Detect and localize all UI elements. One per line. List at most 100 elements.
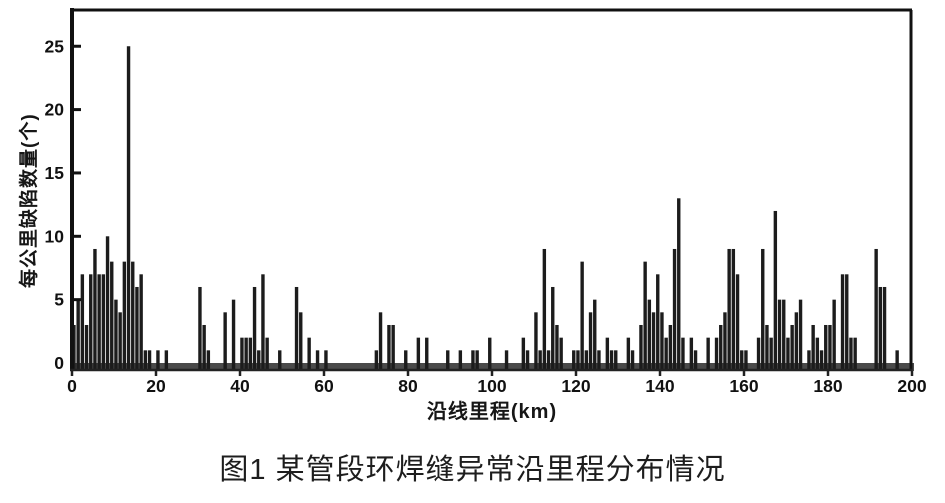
- y-tick-label: 5: [54, 290, 64, 310]
- y-axis-label: 每公里缺陷数量(个): [19, 113, 40, 288]
- x-tick-label: 40: [230, 376, 250, 396]
- bar: [756, 337, 761, 369]
- bar-chart-canvas: 0 5 10 15 20 25 0 20 40 60 80 100 120 140 160 180 200: [45, 8, 927, 396]
- bar: [147, 350, 152, 369]
- bar: [118, 312, 122, 369]
- bar: [849, 337, 853, 369]
- bar: [740, 350, 744, 369]
- bar: [80, 274, 85, 369]
- bar: [828, 324, 832, 369]
- bar: [387, 324, 391, 369]
- bar: [811, 324, 815, 369]
- bar: [475, 350, 479, 369]
- bar: [294, 286, 299, 369]
- bar: [76, 299, 80, 369]
- x-tick-label: 120: [561, 376, 590, 396]
- bar: [265, 337, 269, 369]
- bar: [278, 350, 282, 369]
- bar: [735, 274, 740, 369]
- bar: [853, 337, 857, 369]
- bar: [790, 324, 794, 369]
- bar: [714, 337, 719, 369]
- bar: [248, 337, 253, 369]
- bar: [840, 274, 845, 369]
- bar: [693, 350, 698, 369]
- bar: [135, 286, 139, 369]
- bar: [769, 337, 773, 369]
- bar: [458, 350, 463, 369]
- bar: [89, 274, 93, 369]
- bar: [546, 350, 551, 369]
- bar: [731, 248, 736, 369]
- y-tick-label: 25: [45, 36, 65, 56]
- bar: [765, 324, 769, 369]
- bar: [572, 350, 576, 369]
- bar: [845, 274, 849, 369]
- bar: [597, 350, 601, 369]
- bar: [786, 337, 790, 369]
- y-tick-label: 0: [54, 353, 64, 373]
- bar: [114, 299, 118, 369]
- bar: [761, 248, 765, 369]
- y-tick-label: 10: [45, 226, 65, 246]
- x-axis-band: [70, 363, 914, 371]
- bar: [807, 350, 811, 369]
- bar: [605, 337, 610, 369]
- x-tick-label: 60: [314, 376, 334, 396]
- bar: [882, 286, 887, 369]
- bar: [832, 299, 836, 369]
- bar: [874, 248, 878, 369]
- bar: [660, 312, 664, 369]
- bar: [689, 337, 694, 369]
- bar: [538, 350, 542, 369]
- bar: [723, 312, 727, 369]
- bar: [878, 286, 883, 369]
- bar: [559, 337, 563, 369]
- figure-caption: 图1 某管段环焊缝异常沿里程分布情况: [219, 454, 726, 486]
- bar: [580, 261, 584, 369]
- bar: [164, 350, 169, 369]
- bar: [324, 350, 328, 369]
- bar: [584, 350, 589, 369]
- bar: [257, 350, 261, 369]
- bar: [626, 337, 631, 369]
- bar: [647, 299, 652, 369]
- bar: [555, 324, 559, 369]
- bar: [706, 337, 710, 369]
- bar: [110, 261, 114, 369]
- bar: [416, 337, 421, 369]
- bar: [404, 350, 408, 369]
- bar: [576, 350, 580, 369]
- bar: [777, 299, 782, 369]
- bar: [794, 312, 799, 369]
- bar: [307, 337, 311, 369]
- bar: [593, 299, 597, 369]
- bar: [681, 337, 685, 369]
- bar: [651, 312, 656, 369]
- x-tick-label: 80: [398, 376, 418, 396]
- bar: [223, 312, 227, 369]
- bar: [895, 350, 899, 369]
- bar: [101, 274, 106, 369]
- bar: [773, 210, 778, 369]
- bar: [261, 274, 265, 369]
- bar: [727, 248, 731, 369]
- y-tick-label: 15: [45, 163, 65, 183]
- bar: [656, 274, 660, 369]
- x-axis-label: 沿线里程(km): [426, 401, 558, 423]
- bar: [252, 286, 257, 369]
- bar: [84, 324, 89, 369]
- bar: [551, 286, 555, 369]
- bar: [824, 324, 828, 369]
- bar: [542, 248, 547, 369]
- bar: [202, 324, 206, 369]
- bar: [504, 350, 509, 369]
- bar: [525, 350, 530, 369]
- bar: [614, 350, 618, 369]
- bar: [798, 299, 803, 369]
- x-tick-label: 140: [645, 376, 674, 396]
- bar: [231, 299, 236, 369]
- x-tick-label: 200: [897, 376, 926, 396]
- bar: [588, 312, 593, 369]
